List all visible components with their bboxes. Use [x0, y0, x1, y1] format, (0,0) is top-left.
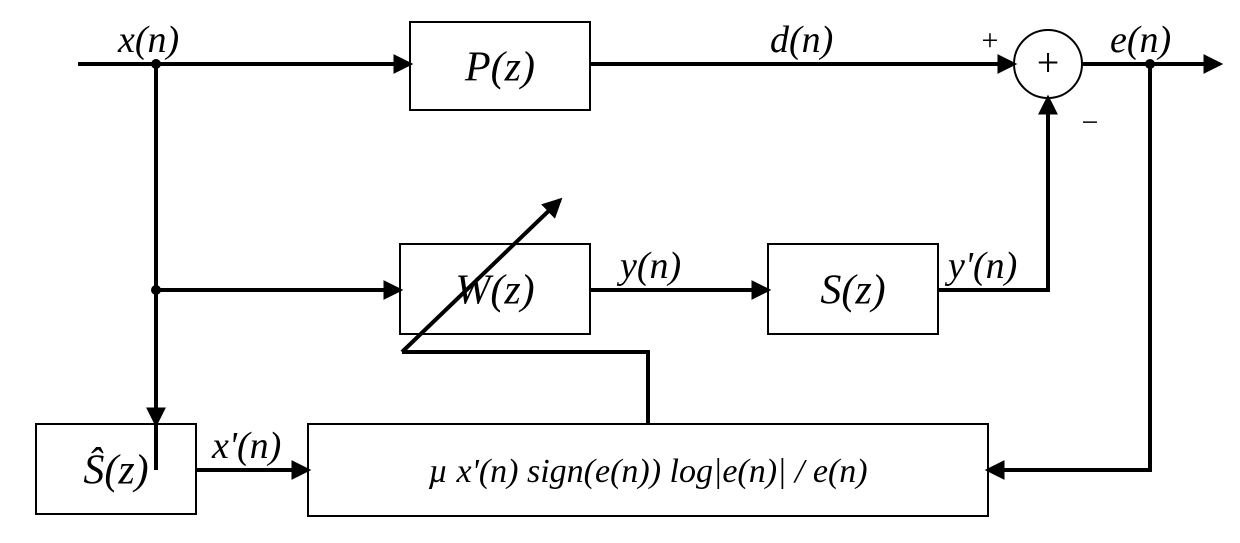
- sign-plus: +: [982, 24, 999, 57]
- block-Sh-label: Ŝ(z): [83, 447, 148, 494]
- label-e: e(n): [1110, 19, 1171, 61]
- sig-update: [402, 352, 648, 424]
- label-d: d(n): [770, 19, 833, 61]
- label-xp: x'(n): [211, 425, 281, 467]
- block-U-label: µ x'(n) sign(e(n)) log|e(n)| / e(n): [428, 453, 867, 490]
- label-x: x(n): [117, 19, 179, 61]
- block-P-label: P(z): [464, 45, 535, 91]
- sign-minus: −: [1082, 106, 1099, 139]
- label-yp: y'(n): [944, 245, 1017, 287]
- sum-plus: +: [1037, 40, 1060, 85]
- label-y: y(n): [616, 245, 681, 287]
- block-S-label: S(z): [820, 268, 885, 314]
